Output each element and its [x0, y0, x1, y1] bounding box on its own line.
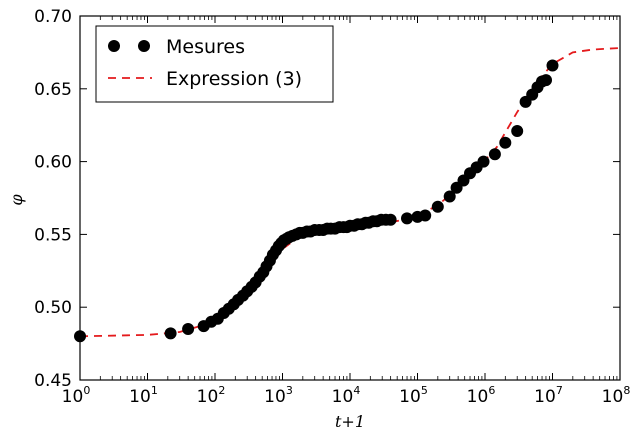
- legend-label-mesures: Mesures: [166, 36, 245, 58]
- x-tick-label-6: 106: [467, 384, 496, 407]
- data-point-69: [546, 59, 559, 72]
- data-point-55: [443, 190, 456, 203]
- ticks-layer: 100 101 102 103 104 105 106 107 108 0.45 0.50 0.55 0…: [34, 7, 630, 407]
- x-tick-label-4: 104: [332, 384, 361, 407]
- y-tick-label-3: 0.60: [34, 153, 72, 173]
- legend-marker-1: [108, 40, 120, 52]
- y-tick-label-0: 0.45: [34, 371, 72, 391]
- y-tick-label-2: 0.55: [34, 225, 72, 245]
- legend-box: [95, 25, 334, 103]
- x-tick-label-2: 102: [197, 384, 226, 407]
- data-point-1: [164, 327, 177, 340]
- y-axis-label-text: φ: [7, 194, 26, 206]
- x-tick-label-8: 108: [602, 384, 631, 407]
- data-point-53: [419, 209, 432, 222]
- x-tick-label-0: 100: [62, 384, 91, 407]
- data-point-2: [182, 323, 195, 335]
- x-tick-label-7: 107: [534, 384, 563, 407]
- data-point-50: [384, 213, 397, 226]
- data-point-62: [499, 136, 512, 149]
- y-tick-label-1: 0.50: [34, 298, 72, 318]
- x-tick-label-3: 103: [264, 384, 293, 407]
- data-point-61: [488, 148, 501, 161]
- data-point-68: [540, 74, 552, 87]
- data-point-51: [401, 212, 413, 225]
- y-tick-label-4: 0.65: [34, 80, 72, 100]
- series-layer: [74, 47, 621, 343]
- legend-marker-2: [138, 40, 150, 52]
- x-tick-label-5: 105: [399, 384, 428, 407]
- x-tick-label-1: 101: [129, 384, 158, 407]
- legend: Mesures Expression (3): [95, 25, 334, 103]
- data-point-54: [431, 200, 444, 213]
- y-tick-label-5: 0.70: [34, 7, 72, 27]
- data-point-60: [477, 155, 490, 168]
- data-point-63: [511, 125, 524, 137]
- y-axis-label: φ: [7, 194, 26, 206]
- x-axis-label: t+1: [335, 412, 365, 431]
- legend-label-expression: Expression (3): [166, 68, 302, 90]
- x-axis-label-text: t+1: [335, 412, 365, 431]
